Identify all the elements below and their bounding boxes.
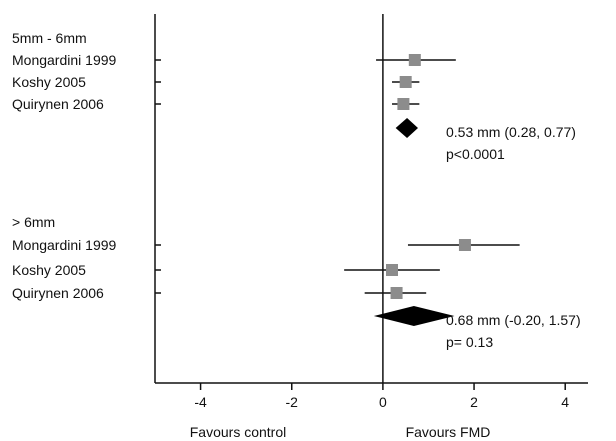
pooled-estimate-diamond	[395, 118, 418, 138]
pooled-summary-text: 0.53 mm (0.28, 0.77)	[446, 124, 576, 140]
study-estimate-square	[458, 239, 471, 251]
x-label-favours-control: Favours control	[190, 424, 286, 440]
x-axis-ticks: -4 -2 0 2 4	[194, 383, 569, 410]
study-label: Quirynen 2006	[12, 285, 104, 301]
study-label: Koshy 2005	[12, 74, 86, 90]
x-tick-label: -2	[286, 394, 299, 410]
pooled-summary-text: 0.68 mm (-0.20, 1.57)	[446, 312, 581, 328]
study-label: Koshy 2005	[12, 262, 86, 278]
plot-rows: 5mm - 6mm Mongardini 1999 Koshy 2005 Quiryn…	[12, 30, 581, 350]
study-label: Mongardini 1999	[12, 237, 117, 253]
study-estimate-square	[386, 264, 399, 276]
x-tick-label: 2	[470, 394, 478, 410]
group-heading: > 6mm	[12, 214, 55, 230]
pooled-estimate-diamond	[373, 306, 455, 326]
group-heading: 5mm - 6mm	[12, 30, 87, 46]
x-tick-label: 4	[561, 394, 569, 410]
study-estimate-square	[397, 98, 410, 110]
study-estimate-square	[390, 287, 403, 299]
p-value-text: p= 0.13	[446, 334, 493, 350]
x-label-favours-fmd: Favours FMD	[406, 424, 491, 440]
study-estimate-square	[408, 54, 421, 66]
study-estimate-square	[399, 76, 412, 88]
study-label: Quirynen 2006	[12, 96, 104, 112]
p-value-text: p<0.0001	[446, 146, 505, 162]
study-label: Mongardini 1999	[12, 52, 117, 68]
x-tick-label: -4	[194, 394, 207, 410]
x-tick-label: 0	[379, 394, 387, 410]
plot-frame	[154, 14, 588, 384]
